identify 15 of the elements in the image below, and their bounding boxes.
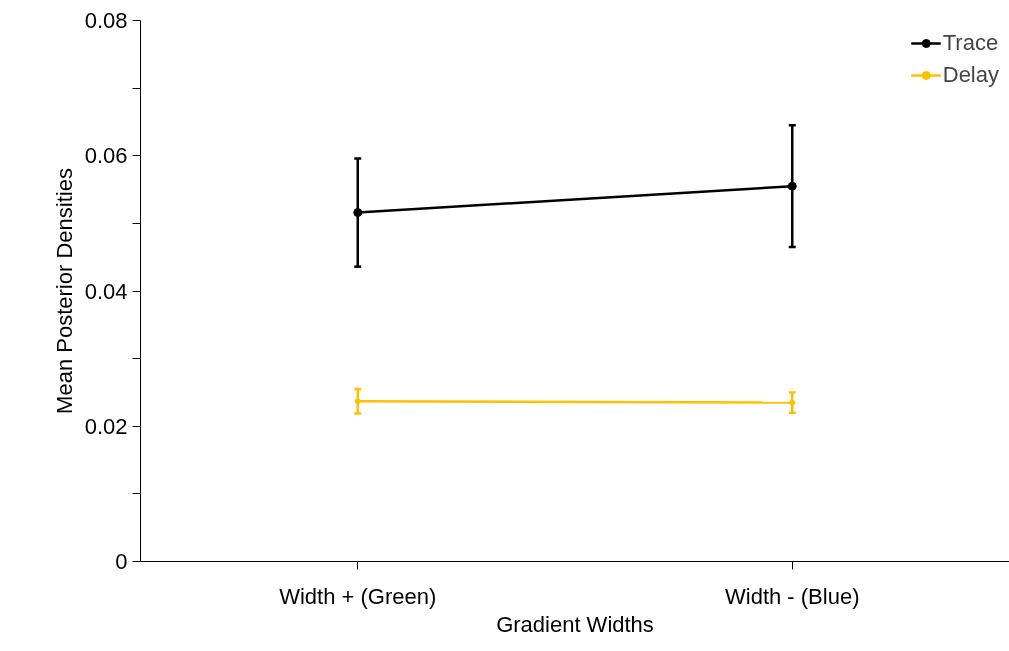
point xyxy=(789,399,796,406)
y-tick-label: 0 xyxy=(115,549,128,574)
legend-label: Trace xyxy=(942,30,999,56)
y-tick-label: 0.02 xyxy=(84,413,128,439)
point xyxy=(787,181,797,191)
y-axis-title: Mean Posterior Densities xyxy=(51,168,77,414)
x-axis-title: Gradient Widths xyxy=(496,611,654,637)
point xyxy=(354,398,361,405)
legend-label: Delay xyxy=(942,62,999,88)
y-tick-label: 0.04 xyxy=(84,278,128,304)
x-tick-label: Width - (Blue) xyxy=(725,583,860,609)
point xyxy=(353,208,363,218)
x-tick-label: Width + (Green) xyxy=(279,583,437,609)
y-tick-label: 0.06 xyxy=(84,143,128,169)
y-tick-label: 0.08 xyxy=(84,8,128,33)
